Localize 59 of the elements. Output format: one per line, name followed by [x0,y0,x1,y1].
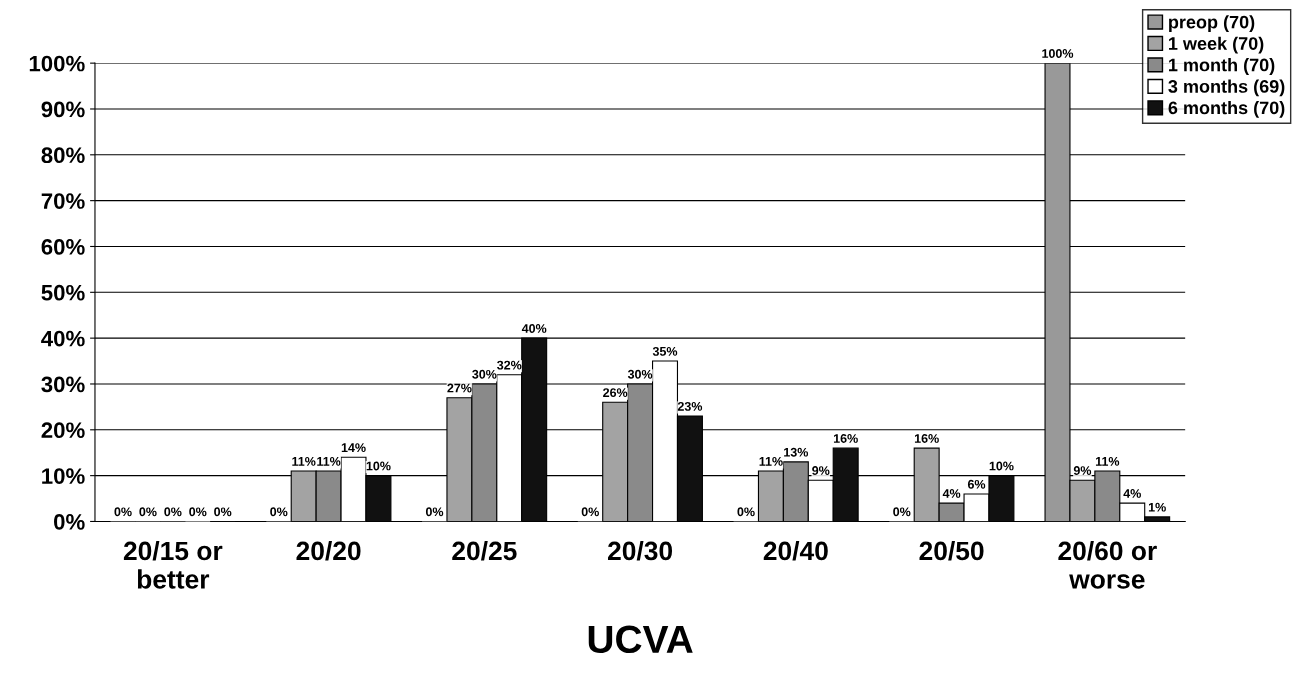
y-tick-label: 50% [41,284,85,301]
y-tick-label: 60% [41,239,85,255]
data-label: 0% [737,507,755,517]
data-label: 0% [214,507,232,517]
y-tick-label: 0% [54,514,85,530]
y-tick-label: 80% [41,147,85,164]
data-label: 0% [139,507,157,517]
x-tick-label: 20/60 or worse [1058,540,1157,589]
data-label: 0% [270,507,288,517]
data-label: 0% [425,507,444,517]
x-axis-title: UCVA [588,625,693,654]
data-label: 0% [581,507,599,517]
data-label: 0% [114,507,132,517]
x-tick-label: 20/25 [452,540,517,561]
y-tick-label: 20% [41,422,85,439]
data-label: 0% [164,507,182,517]
data-label: 40% [521,324,547,333]
data-label: 10% [366,461,391,471]
x-tick-label: 20/30 [607,540,673,561]
y-tick-label: 90% [41,101,85,118]
data-label: 13% [784,447,809,457]
data-label: 27% [447,383,472,393]
y-tick-label: 100% [29,55,85,72]
y-tick-label: 70% [41,193,85,209]
x-tick-label: 20/50 [919,540,984,561]
data-label: 4% [942,489,961,498]
legend-label: 6 months (70) [1168,100,1285,118]
legend-label: preop (70) [1169,15,1255,33]
data-label: 30% [627,369,653,379]
legend-label: 1 month (70) [1169,58,1275,75]
legend-label: 3 months (69) [1168,79,1285,97]
legend-label: 1 week (70) [1169,36,1264,54]
data-label: 14% [341,443,366,453]
data-label: 0% [893,507,911,517]
data-label: 9% [1073,466,1092,475]
x-tick-label: 20/15 or better [123,540,223,589]
data-label: 6% [967,479,986,489]
data-label: 26% [603,388,628,398]
data-label: 30% [472,369,497,379]
data-label: 0% [189,507,207,517]
x-tick-label: 20/20 [296,540,361,561]
data-label: 11% [1095,456,1120,466]
data-label: 100% [1042,49,1074,58]
data-label: 11% [759,456,783,466]
y-tick-label: 40% [41,330,85,347]
y-tick-label: 30% [41,376,85,393]
data-label: 9% [812,466,830,475]
data-label: 16% [833,434,858,443]
x-tick-label: 20/40 [763,540,828,561]
data-label: 1% [1148,502,1166,512]
data-label: 11% [317,456,341,466]
y-tick-label: 10% [42,468,85,484]
data-label: 11% [292,456,316,466]
data-label: 16% [914,434,939,443]
data-label: 35% [652,346,678,356]
data-label: 23% [677,401,703,411]
data-label: 10% [989,461,1014,471]
data-label: 32% [497,360,522,370]
data-label: 4% [1123,489,1141,498]
